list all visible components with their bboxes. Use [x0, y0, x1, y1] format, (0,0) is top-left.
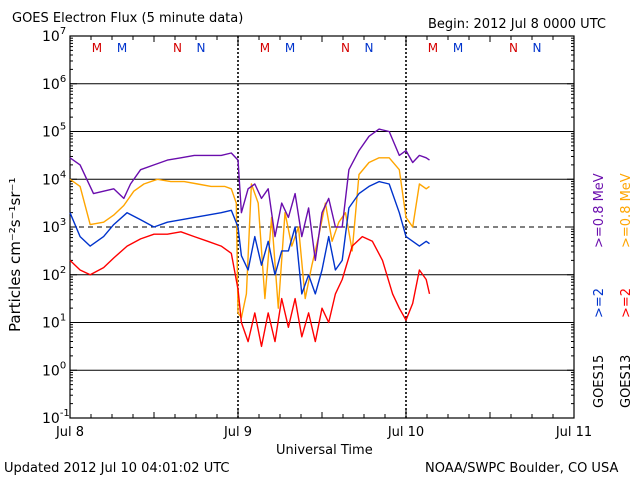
ytick-label-1e1: 101 [42, 313, 66, 332]
ytick-exponent: -1 [60, 408, 70, 419]
ytick-exponent: 6 [60, 74, 66, 85]
ytick-label-1e7: 107 [42, 26, 66, 45]
ytick-label-1e5: 105 [42, 122, 66, 141]
flux-series [69, 128, 431, 348]
marker-n-goes15: N [533, 41, 542, 55]
xtick-label: Jul 11 [555, 425, 592, 440]
ytick-label-1e4: 104 [42, 169, 66, 188]
ytick-exponent: 1 [60, 313, 66, 324]
xtick-label: Jul 10 [387, 425, 424, 440]
marker-m-goes15: M [117, 41, 127, 55]
legend-goes13-2mev: >=2 [619, 288, 634, 318]
series-line-3 [69, 231, 431, 348]
ytick-exponent: 4 [60, 169, 66, 180]
series-line-2 [69, 180, 430, 295]
series-line-0 [69, 157, 430, 319]
series-line-1 [69, 128, 430, 262]
ytick-label-1e6: 106 [42, 74, 66, 93]
legend-goes13-label: GOES13 [619, 355, 634, 408]
marker-m-goes13: M [260, 41, 270, 55]
chart-title: GOES Electron Flux (5 minute data) [12, 11, 243, 26]
x-axis-label: Universal Time [276, 443, 373, 458]
ytick-exponent: 0 [60, 360, 66, 371]
ytick-label-1e2: 102 [42, 265, 66, 284]
marker-n-goes13: N [173, 41, 182, 55]
ytick-exponent: 7 [60, 26, 66, 37]
y-axis-label: Particles cm⁻²s⁻¹sr⁻¹ [6, 178, 24, 332]
xtick-label: Jul 9 [223, 425, 252, 440]
marker-n-goes15: N [365, 41, 374, 55]
x-axis-ticks: Jul 8 Jul 9 Jul 10 Jul 11 [55, 36, 592, 440]
ytick-exponent: 3 [60, 217, 66, 228]
marker-n-goes13: N [341, 41, 350, 55]
updated-timestamp: Updated 2012 Jul 10 04:01:02 UTC [4, 461, 229, 476]
legend-goes13-08mev: >=0.8 MeV [619, 173, 634, 248]
xtick-label: Jul 8 [55, 425, 84, 440]
marker-m-goes15: M [453, 41, 463, 55]
marker-m-goes15: M [285, 41, 295, 55]
grid-lines [70, 83, 574, 371]
marker-n-goes15: N [197, 41, 206, 55]
ytick-label-1e3: 103 [42, 217, 66, 236]
credit-text: NOAA/SWPC Boulder, CO USA [425, 461, 618, 476]
legend-goes15-08mev: >=0.8 MeV [592, 173, 607, 248]
ytick-label-1e0: 100 [42, 360, 66, 379]
marker-m-goes13: M [92, 41, 102, 55]
begin-label: Begin: 2012 Jul 8 0000 UTC [428, 17, 606, 32]
marker-m-goes13: M [428, 41, 438, 55]
ytick-exponent: 2 [60, 265, 66, 276]
marker-n-goes13: N [509, 41, 518, 55]
legend-goes15-label: GOES15 [592, 355, 607, 408]
legend-goes15-2mev: >=2 [592, 288, 607, 318]
ytick-exponent: 5 [60, 122, 66, 133]
legend: GOES15 >=2 >=0.8 MeV GOES13 >=2 >=0.8 Me… [592, 173, 634, 408]
